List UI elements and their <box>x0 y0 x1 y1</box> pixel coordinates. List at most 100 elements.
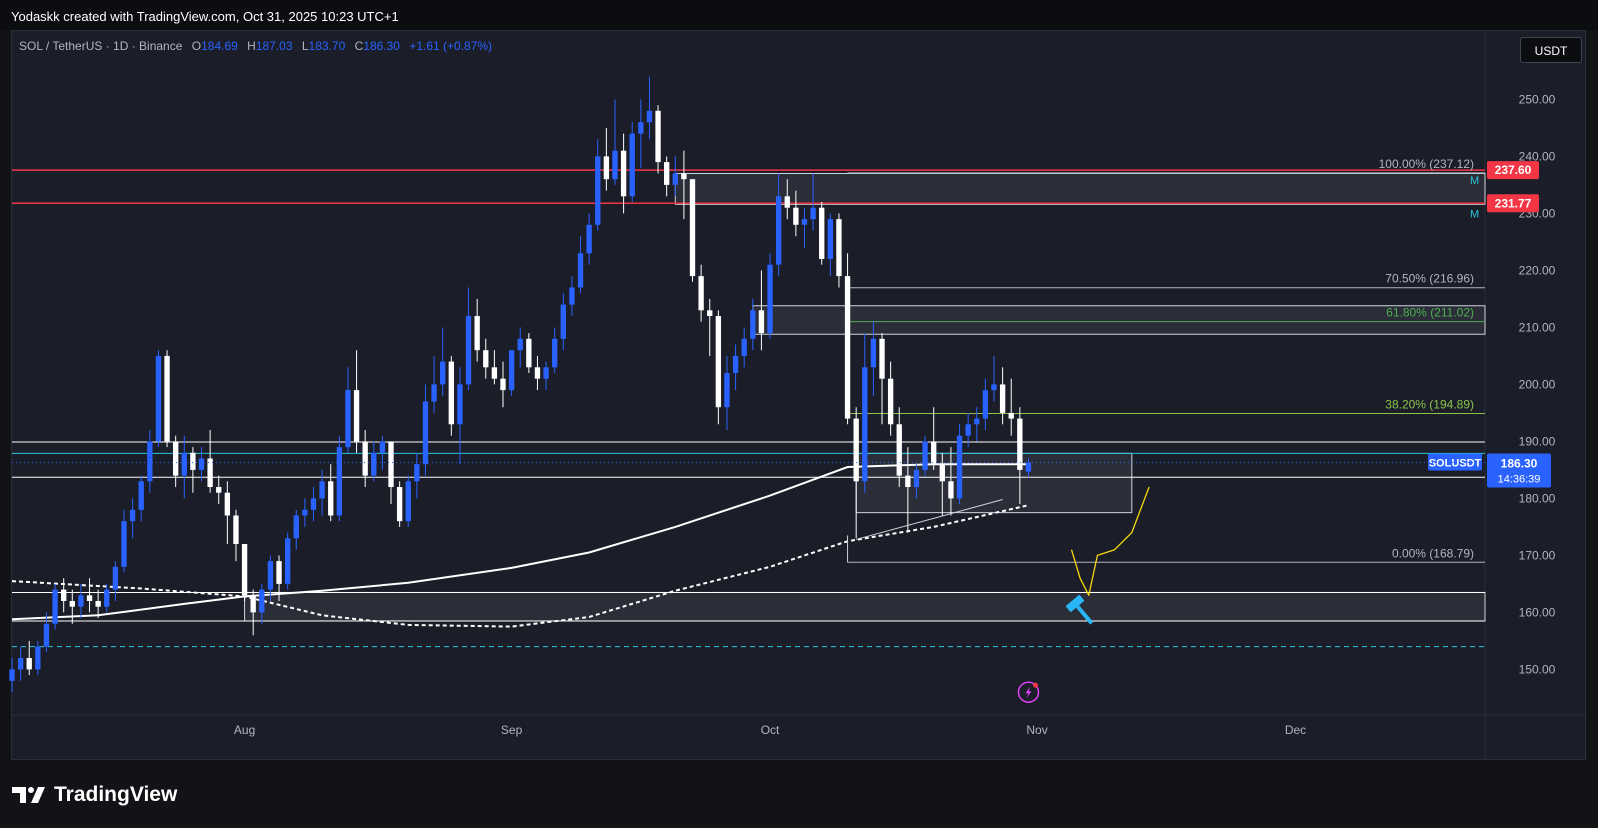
candle-body <box>862 367 868 482</box>
candle-body <box>353 390 360 442</box>
symbol-tag-label: SOLUSDT <box>1429 457 1482 469</box>
fib-level-label: 38.20% (194.89) <box>1385 398 1474 412</box>
candle-body <box>259 589 265 613</box>
y-tick-label: 210.00 <box>1519 320 1556 334</box>
candle-body <box>707 310 713 316</box>
candle-body <box>646 110 653 123</box>
candle-body <box>431 384 437 402</box>
top-bar: Yodaskk created with TradingView.com, Oc… <box>0 0 1598 30</box>
candle-body <box>534 367 541 379</box>
candle-body <box>698 276 704 311</box>
countdown-label: 14:36:39 <box>1498 473 1541 485</box>
candle-body <box>681 173 687 180</box>
candle-body <box>1025 462 1032 472</box>
candle-body <box>982 390 989 419</box>
candle-body <box>836 219 842 277</box>
symbol-name[interactable]: SOL / TetherUS · 1D · Binance <box>19 39 183 53</box>
candle-body <box>328 481 334 516</box>
candle-body <box>508 350 515 391</box>
candle-body <box>853 418 859 482</box>
candle-body <box>991 384 997 391</box>
candle-body <box>569 287 575 305</box>
candle-body <box>827 219 834 259</box>
x-tick-label: Aug <box>234 723 255 737</box>
candle-body <box>250 595 256 613</box>
candle-body <box>939 464 945 482</box>
candle-body <box>17 658 24 670</box>
candle-body <box>913 469 920 487</box>
candle-body <box>767 264 773 334</box>
candle-body <box>104 589 110 607</box>
candle-body <box>302 509 308 516</box>
candle-body <box>526 338 532 368</box>
candle-body <box>414 464 420 482</box>
candle-body <box>638 122 644 134</box>
level-price-tag <box>1487 194 1539 213</box>
change-value: +1.61 (+0.87%) <box>409 39 493 53</box>
currency-button[interactable]: USDT <box>1520 37 1582 63</box>
symbol-tag <box>1428 453 1482 471</box>
candle-body <box>801 219 808 225</box>
tradingview-logo-icon <box>12 787 45 803</box>
footer <box>0 760 1598 828</box>
candle-body <box>715 316 722 408</box>
x-tick-label: Oct <box>761 723 780 737</box>
candle-body <box>362 441 368 476</box>
fib-level-label: 61.80% (211.02) <box>1386 306 1474 320</box>
low-label: L <box>301 39 309 53</box>
candle-body <box>181 452 187 476</box>
candle-body <box>552 338 558 368</box>
candle-body <box>465 316 472 385</box>
candle-body <box>69 601 75 607</box>
candle-body <box>543 367 549 379</box>
close-label: C <box>354 39 364 53</box>
candle-body <box>612 150 618 180</box>
x-tick-label: Dec <box>1285 723 1306 737</box>
author-credit: Yodaskk created with TradingView.com, Oc… <box>11 9 399 24</box>
candle-body <box>440 361 446 385</box>
candle-body <box>758 310 765 334</box>
candle-body <box>500 378 506 391</box>
candle-body <box>732 355 739 373</box>
candle-body <box>405 481 411 522</box>
candle-body <box>1017 418 1023 470</box>
y-tick-label: 170.00 <box>1519 548 1556 562</box>
y-tick-label: 150.00 <box>1519 662 1556 676</box>
zone-box <box>752 305 1486 335</box>
chart-panel[interactable] <box>11 30 1586 760</box>
y-tick-label: 200.00 <box>1519 377 1556 391</box>
candle-body <box>293 515 299 539</box>
y-tick-label: 190.00 <box>1519 434 1556 448</box>
trendline <box>856 499 1003 540</box>
candle-body <box>61 589 67 601</box>
candle-body <box>216 487 222 493</box>
candle-body <box>999 384 1006 413</box>
candle-body <box>207 458 213 487</box>
level-marker: M <box>1470 208 1479 220</box>
candle-body <box>52 589 58 624</box>
candle-body <box>931 441 937 465</box>
candle-body <box>560 304 566 339</box>
candle-body <box>172 441 179 476</box>
current-price-label: 186.30 <box>1501 456 1538 470</box>
candle-body <box>26 658 32 670</box>
tradingview-logo[interactable]: TradingView <box>12 783 177 807</box>
low-value: 183.70 <box>308 39 346 53</box>
candle-body <box>319 481 325 499</box>
candle-body <box>577 253 584 288</box>
candle-body <box>741 338 747 356</box>
candle-body <box>86 595 93 601</box>
candle-body <box>1008 412 1014 419</box>
candle-body <box>956 435 963 499</box>
candle-body <box>241 544 248 596</box>
candle-body <box>905 475 911 487</box>
candle-body <box>483 350 489 368</box>
hammer-icon[interactable] <box>1065 594 1099 630</box>
open-value: 184.69 <box>201 39 238 53</box>
candle-body <box>689 179 696 277</box>
candle-body <box>793 207 799 225</box>
alert-dot <box>1032 682 1038 688</box>
candle-body <box>284 538 291 584</box>
candle-body <box>819 207 825 259</box>
